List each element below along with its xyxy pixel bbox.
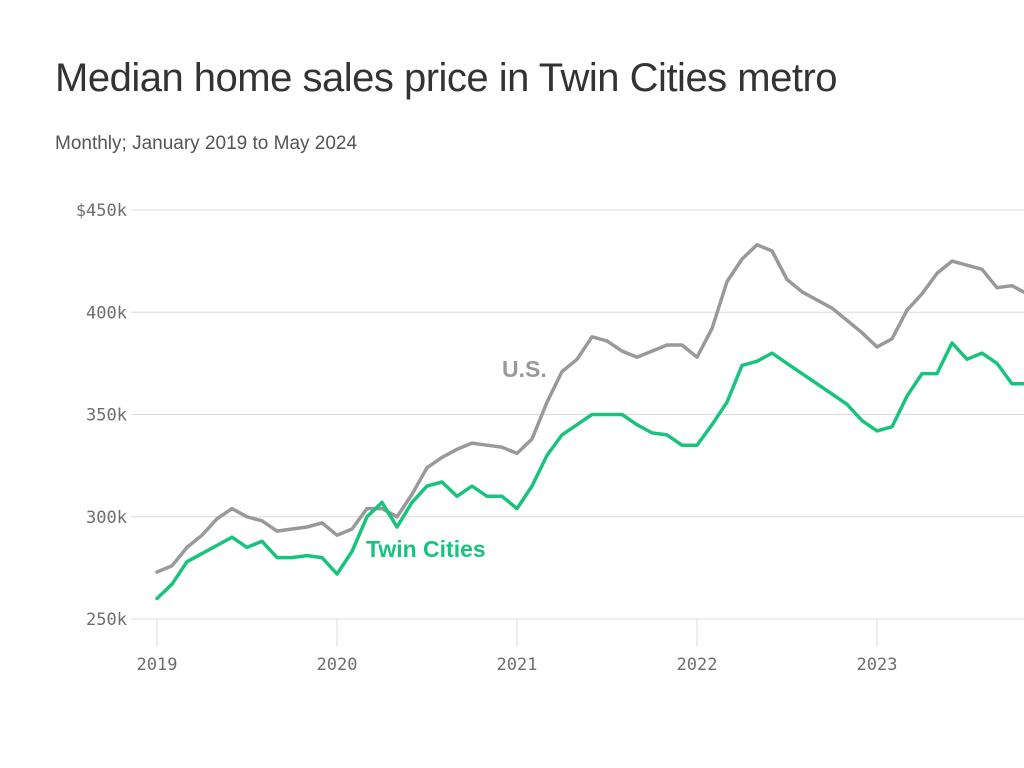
x-axis-ticks: 2019 2020 2021 2022 2023 — [137, 619, 898, 675]
series-line-twin-cities — [155, 341, 1024, 601]
series-label-us: U.S. — [502, 356, 547, 382]
x-tick-label: 2019 — [137, 655, 178, 675]
x-tick-label: 2022 — [677, 655, 718, 675]
y-tick-label: 400k — [86, 303, 127, 323]
series-label-twin-cities: Twin Cities — [366, 536, 486, 562]
x-tick-label: 2020 — [317, 655, 358, 675]
chart-title: Median home sales price in Twin Cities m… — [55, 56, 838, 100]
y-tick-label: 250k — [86, 610, 127, 630]
y-axis-ticks: $450k 400k 350k 300k 250k — [76, 201, 127, 630]
y-tick-label: 350k — [86, 406, 127, 426]
y-tick-label: 300k — [86, 508, 127, 528]
chart-subtitle: Monthly; January 2019 to May 2024 — [55, 133, 358, 154]
x-tick-label: 2021 — [497, 655, 538, 675]
y-tick-label: $450k — [76, 201, 127, 221]
gridlines — [131, 209, 1024, 620]
x-tick-label: 2023 — [857, 655, 898, 675]
series-line-us — [155, 243, 1024, 574]
series-lines — [155, 243, 1024, 601]
